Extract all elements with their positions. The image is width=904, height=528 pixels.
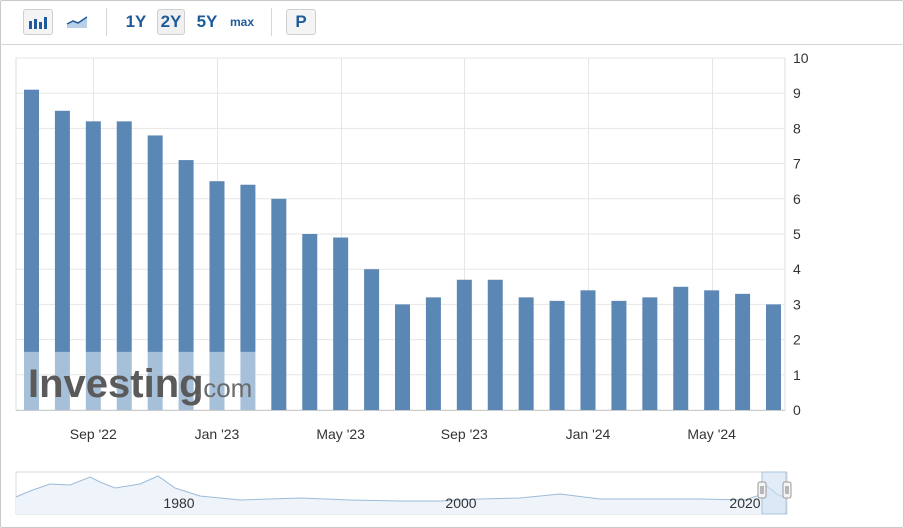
bar-chart-button[interactable] (23, 9, 53, 35)
bar-segment-faded (240, 351, 256, 410)
watermark-brand: Investing (28, 362, 204, 406)
y-tick-label: 6 (793, 191, 801, 207)
bar[interactable] (147, 135, 163, 352)
bar[interactable] (673, 286, 689, 410)
bar[interactable] (24, 89, 39, 352)
y-tick-label: 3 (793, 296, 801, 312)
bar[interactable] (395, 304, 410, 410)
x-tick-label: Sep '22 (70, 426, 117, 442)
y-axis: 0 1 2 3 4 5 6 7 8 9 10 (793, 50, 809, 418)
x-tick-label: May '23 (316, 426, 365, 442)
y-tick-label: 2 (793, 332, 801, 348)
range-max-button[interactable]: max (229, 15, 255, 29)
bar[interactable] (518, 297, 534, 410)
bar[interactable] (271, 198, 287, 410)
bar-segment-faded (54, 351, 70, 410)
bar-segment-faded (147, 351, 163, 410)
bar[interactable] (735, 293, 751, 410)
chart-svg: Investing .com 0 1 2 3 4 5 6 7 8 9 10 Sep '22 Jan '… (15, 50, 809, 515)
bar[interactable] (766, 304, 781, 410)
y-tick-label: 8 (793, 120, 801, 136)
bar-segment-faded (24, 351, 39, 410)
bar[interactable] (456, 279, 472, 410)
bar[interactable] (85, 121, 101, 352)
bar[interactable] (487, 279, 503, 410)
bar-series-faded (24, 351, 256, 410)
bar[interactable] (704, 290, 720, 410)
x-tick-label: Jan '23 (195, 426, 240, 442)
x-axis: Sep '22 Jan '23 May '23 Sep '23 Jan '24 May '… (16, 410, 785, 442)
navigator[interactable]: 1980 2000 2020 (15, 471, 792, 515)
navigator-tick-label: 1980 (163, 495, 194, 511)
area-chart-icon (66, 16, 88, 28)
y-tick-label: 7 (793, 156, 801, 172)
navigator-area (16, 476, 785, 514)
bar-segment-faded (85, 351, 101, 410)
x-tick-label: May '24 (687, 426, 736, 442)
x-tick-label: Sep '23 (441, 426, 488, 442)
bar[interactable] (116, 121, 132, 352)
toolbar-separator (106, 8, 107, 36)
bar[interactable] (333, 237, 349, 410)
navigator-tick-label: 2000 (445, 495, 476, 511)
y-tick-label: 9 (793, 85, 801, 101)
toolbar-separator (271, 8, 272, 36)
area-chart-button[interactable] (62, 9, 92, 35)
p-button[interactable]: P (286, 9, 316, 35)
navigator-handle[interactable] (757, 481, 767, 499)
bar[interactable] (178, 160, 194, 352)
y-tick-label: 10 (793, 50, 809, 66)
y-tick-label: 4 (793, 261, 801, 277)
range-2y-button[interactable]: 2Y (157, 9, 185, 35)
navigator-handle[interactable] (782, 481, 792, 499)
y-tick-label: 5 (793, 226, 801, 242)
bar[interactable] (642, 297, 658, 410)
y-tick-label: 1 (793, 367, 801, 383)
bar[interactable] (425, 297, 441, 410)
bar[interactable] (364, 269, 380, 410)
bar-segment-faded (116, 351, 132, 410)
bar-series (24, 89, 781, 410)
bar[interactable] (209, 181, 225, 352)
x-tick-label: Jan '24 (566, 426, 611, 442)
chart-toolbar: 1Y 2Y 5Y max P (0, 0, 904, 45)
bar[interactable] (54, 110, 70, 352)
bar[interactable] (611, 300, 627, 410)
bar[interactable] (302, 234, 318, 410)
navigator-line (15, 475, 786, 502)
bar-chart-icon (29, 17, 47, 29)
watermark-suffix: .com (196, 373, 252, 403)
bar[interactable] (549, 300, 565, 410)
range-5y-button[interactable]: 5Y (196, 12, 218, 31)
navigator-tick-label: 2020 (729, 495, 760, 511)
bar-segment-faded (178, 351, 194, 410)
bar-segment-faded (209, 351, 225, 410)
bar[interactable] (580, 290, 596, 410)
range-1y-button[interactable]: 1Y (125, 12, 147, 31)
watermark: Investing .com (28, 362, 252, 406)
bar[interactable] (240, 184, 256, 352)
y-tick-label: 0 (793, 402, 801, 418)
